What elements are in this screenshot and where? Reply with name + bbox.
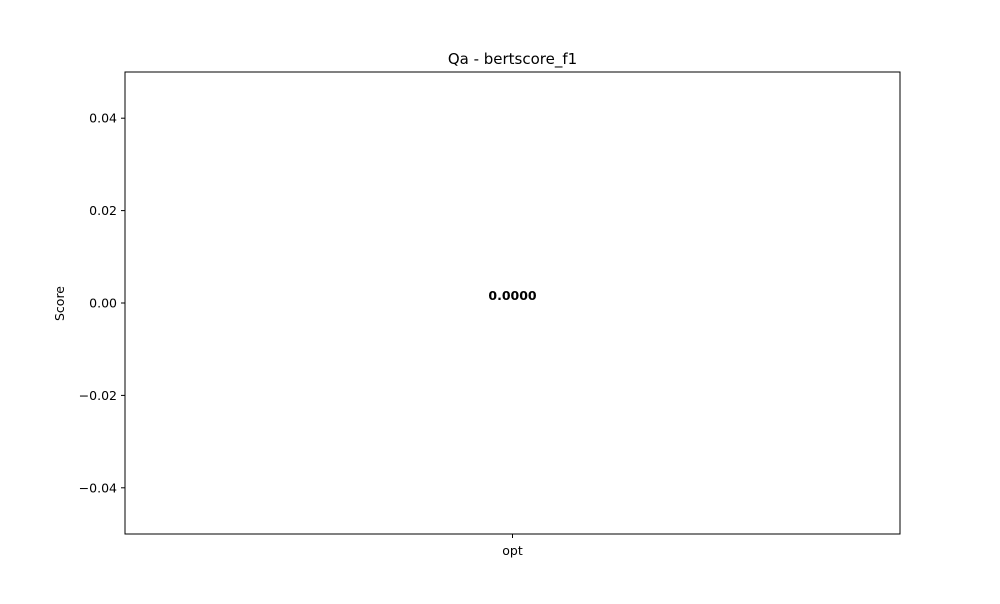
x-axis-ticks: opt <box>502 534 523 558</box>
x-tick-label: opt <box>502 543 523 558</box>
y-tick-label: −0.02 <box>79 388 117 403</box>
plot-area-frame <box>124 71 901 535</box>
y-tick-label: 0.00 <box>89 296 117 311</box>
y-tick-label: 0.02 <box>89 203 117 218</box>
y-tick-label: −0.04 <box>79 480 117 495</box>
data-labels: 0.0000 <box>488 288 537 303</box>
bar-value-label: 0.0000 <box>488 288 537 303</box>
y-tick-label: 0.04 <box>89 111 117 126</box>
y-axis-ticks: −0.04 −0.02 0.00 0.02 0.04 <box>79 111 125 495</box>
chart-title: Qa - bertscore_f1 <box>448 50 577 69</box>
y-axis-label: Score <box>52 286 67 321</box>
